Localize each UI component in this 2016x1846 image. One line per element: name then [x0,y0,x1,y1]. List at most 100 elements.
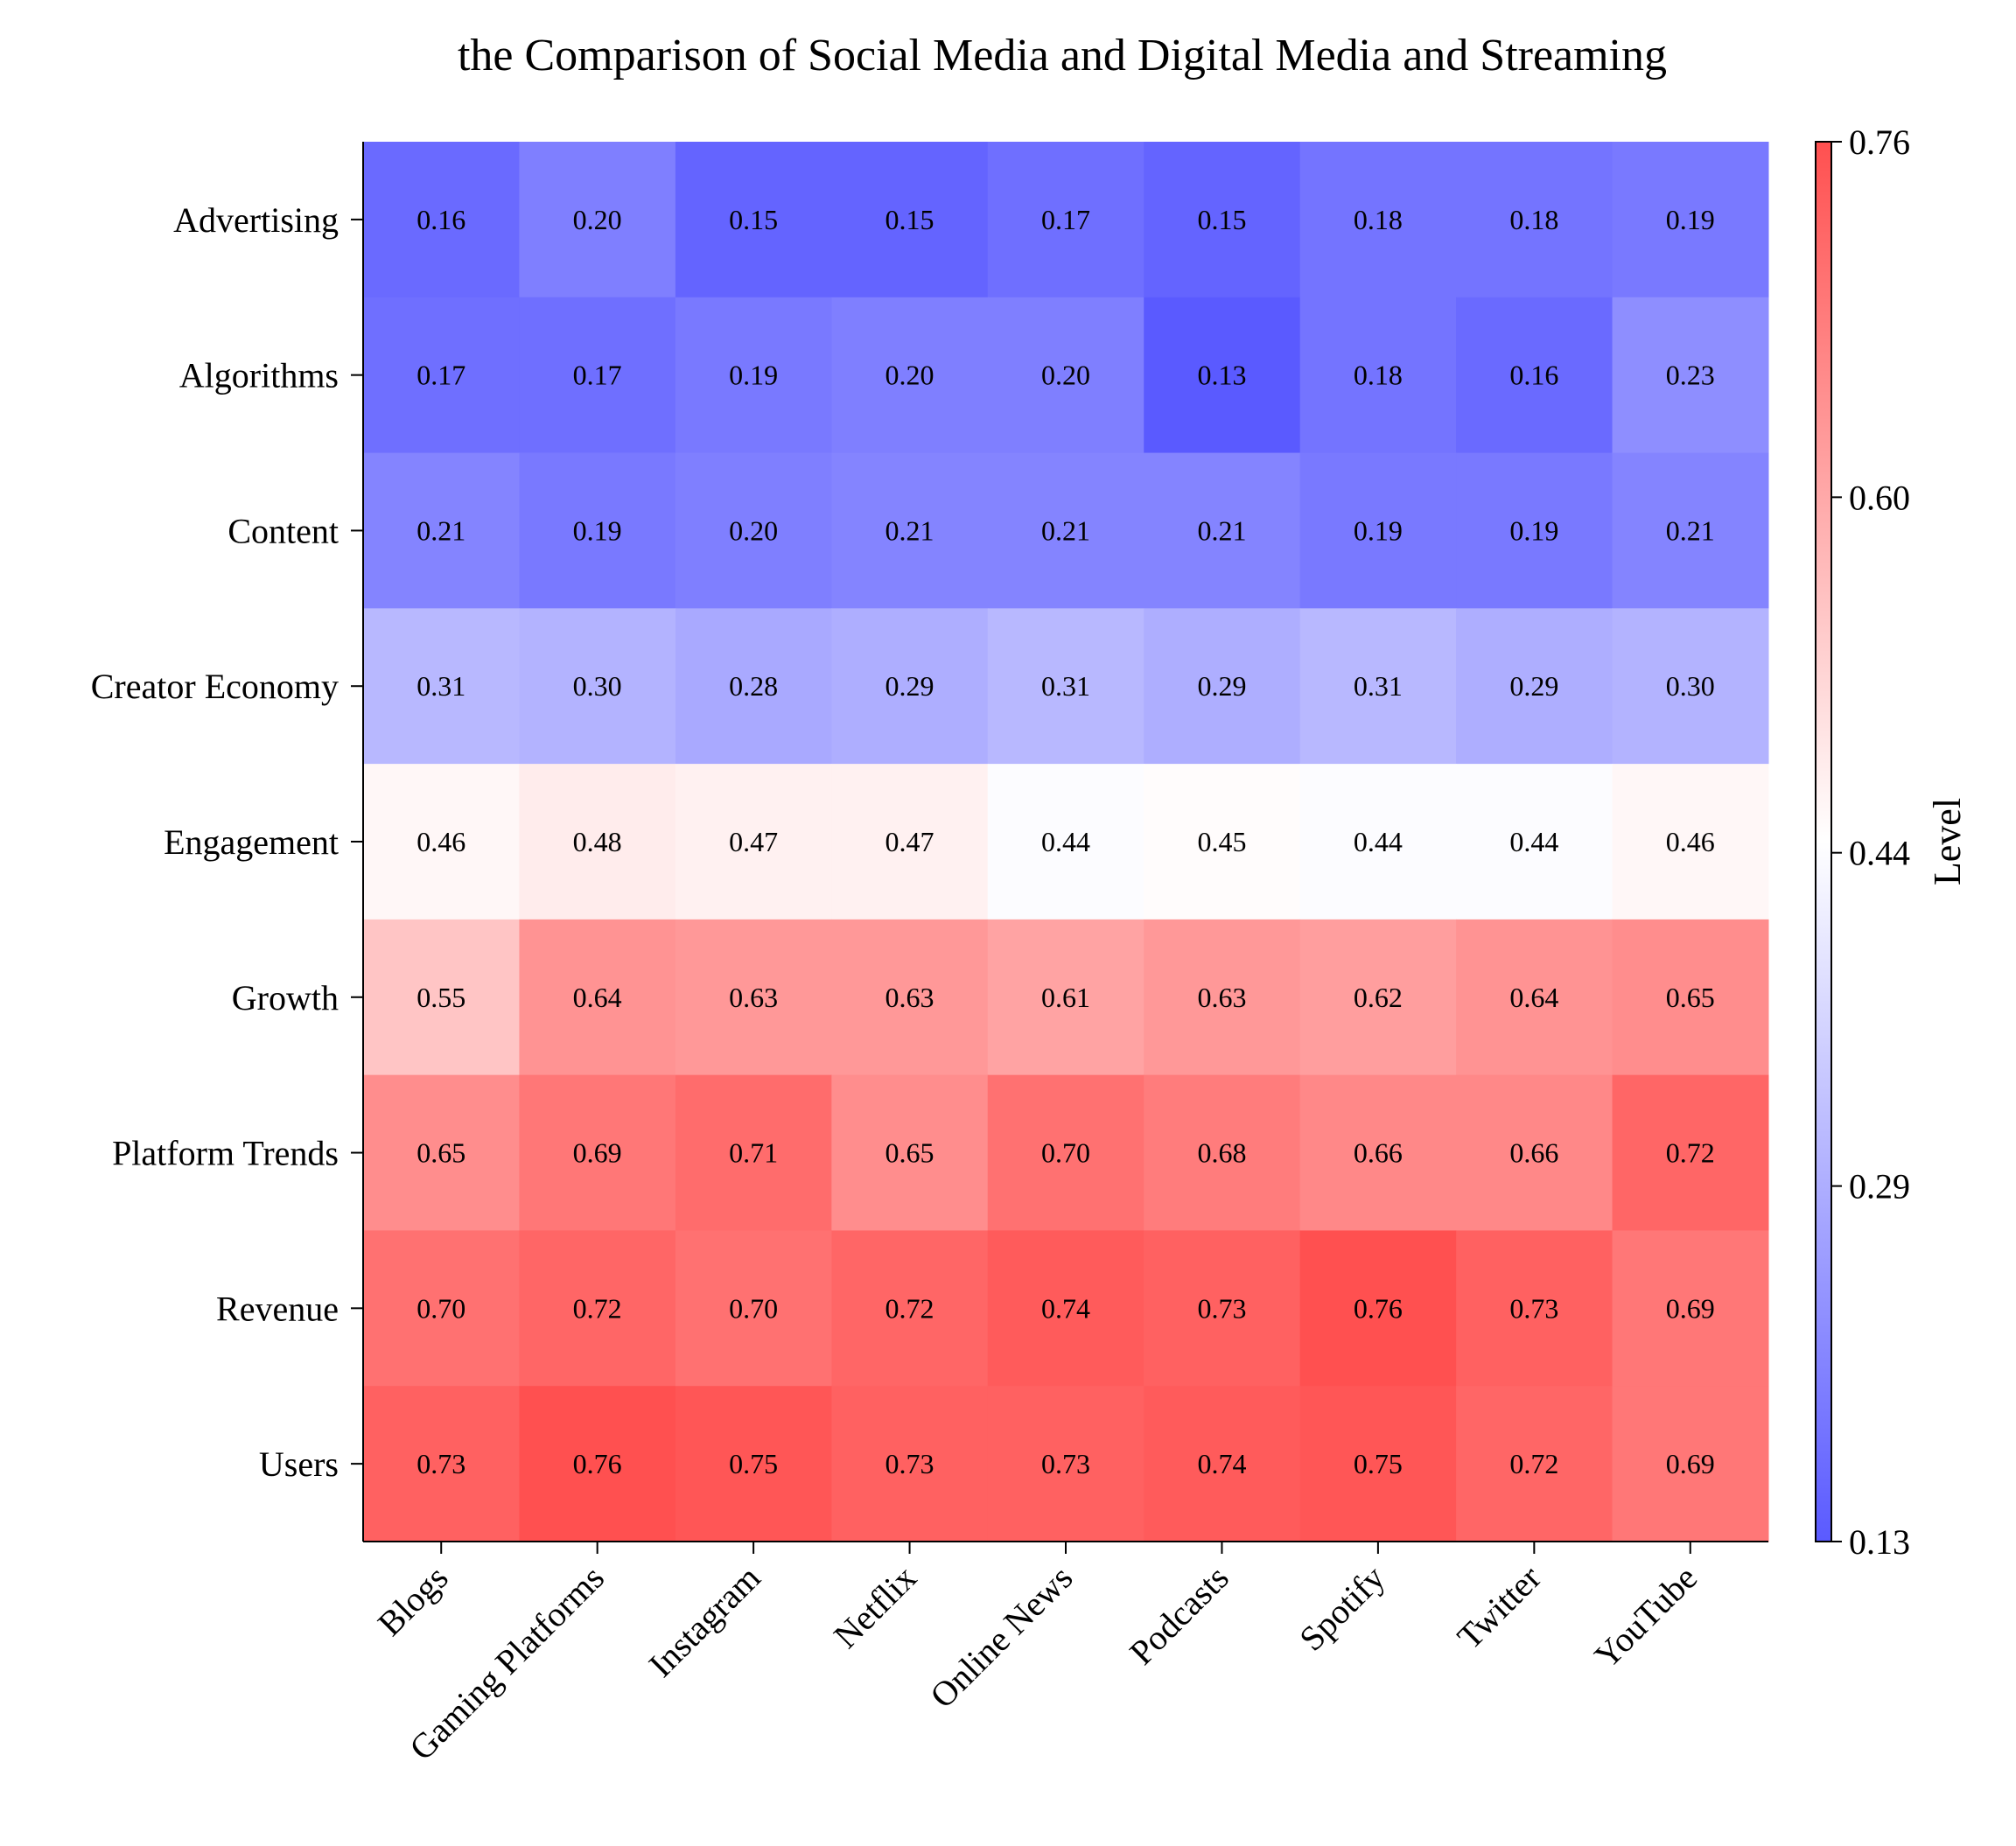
heatmap-cell [831,297,989,454]
cell-value-label: 0.76 [573,1448,622,1479]
cell-value-label: 0.47 [729,826,778,857]
heatmap-cell [1299,1074,1457,1231]
cell-value-label: 0.73 [1509,1292,1558,1324]
cell-value-label: 0.63 [1197,982,1246,1013]
heatmap-cell [831,452,989,609]
heatmap-cell [1144,919,1301,1076]
cell-value-label: 0.16 [1509,360,1558,391]
cell-value-label: 0.31 [416,670,466,702]
heatmap-cell [1456,1386,1614,1542]
cell-value-label: 0.30 [1666,670,1715,702]
cell-value-label: 0.20 [886,360,934,391]
cell-value-label: 0.70 [416,1292,466,1324]
heatmap-cell [831,1230,989,1387]
heatmap-cell [675,297,832,454]
cell-value-label: 0.74 [1197,1448,1246,1479]
cell-value-label: 0.15 [729,204,778,235]
heatmap-cell [675,1074,832,1231]
cell-value-label: 0.70 [729,1292,778,1324]
heatmap-cell [987,1074,1144,1231]
y-tick-label: Content [228,511,339,550]
colorbar-label: Level [1926,798,1969,885]
cell-value-label: 0.70 [1041,1137,1090,1169]
heatmap-cell [1144,1386,1301,1542]
cell-value-label: 0.44 [1041,826,1090,857]
heatmap-cell [831,1386,989,1542]
cell-value-label: 0.69 [1666,1448,1715,1479]
heatmap-cell [1299,764,1457,920]
heatmap-cell [1456,452,1614,609]
heatmap-cell [1144,297,1301,454]
cell-value-label: 0.65 [1666,982,1715,1013]
y-tick-label: Engagement [164,822,339,862]
heatmap-cells [363,142,1769,1542]
cell-value-label: 0.20 [573,204,622,235]
heatmap-cell [675,142,832,298]
heatmap-cell [519,764,676,920]
heatmap-cell [1144,142,1301,298]
heatmap-cell [831,764,989,920]
cell-value-label: 0.20 [1041,360,1090,391]
cell-value-label: 0.65 [416,1137,466,1169]
heatmap-cell [1144,1230,1301,1387]
y-tick-label: Algorithms [179,356,339,395]
heatmap-cell [987,764,1144,920]
cell-value-label: 0.64 [1509,982,1558,1013]
heatmap-cell [363,452,520,609]
cell-value-label: 0.73 [416,1448,466,1479]
heatmap-cell [987,919,1144,1076]
cell-value-label: 0.21 [886,514,934,546]
heatmap-cell [831,1074,989,1231]
cell-value-label: 0.76 [1354,1292,1403,1324]
cell-value-label: 0.47 [886,826,934,857]
heatmap-cell [987,1230,1144,1387]
x-tick-label: Netflix [826,1558,924,1656]
cell-value-label: 0.75 [1354,1448,1403,1479]
heatmap-cell [363,764,520,920]
cell-value-label: 0.15 [886,204,934,235]
cell-value-label: 0.17 [573,360,622,391]
heatmap-cell [1612,1386,1769,1542]
heatmap-cell [1612,452,1769,609]
cell-value-label: 0.69 [573,1137,622,1169]
cell-value-label: 0.20 [729,514,778,546]
heatmap-cell [363,919,520,1076]
cell-value-label: 0.65 [886,1137,934,1169]
heatmap-cell [363,608,520,765]
colorbar-tick-label: 0.76 [1849,122,1910,162]
heatmap-cell-labels: 0.16 0.20 0.15 0.15 0.17 0.15 0.18 0.18 0.19 0.17… [416,204,1715,1479]
heatmap-cell [519,919,676,1076]
colorbar-tick-label: 0.44 [1849,834,1910,873]
cell-value-label: 0.16 [416,204,466,235]
heatmap-cell [1299,452,1457,609]
heatmap-cell [987,1386,1144,1542]
cell-value-label: 0.18 [1354,360,1403,391]
cell-value-label: 0.73 [886,1448,934,1479]
cell-value-label: 0.46 [1666,826,1715,857]
colorbar-tick-label: 0.13 [1849,1522,1910,1562]
heatmap-cell [987,142,1144,298]
heatmap-cell [1612,608,1769,765]
cell-value-label: 0.61 [1041,982,1090,1013]
cell-value-label: 0.66 [1354,1137,1403,1169]
heatmap-cell [1456,1230,1614,1387]
heatmap-cell [363,142,520,298]
heatmap-cell [675,1386,832,1542]
heatmap-cell [1299,1230,1457,1387]
cell-value-label: 0.66 [1509,1137,1558,1169]
cell-value-label: 0.68 [1197,1137,1246,1169]
cell-value-label: 0.17 [416,360,466,391]
cell-value-label: 0.63 [729,982,778,1013]
heatmap-cell [519,1230,676,1387]
heatmap-cell [1456,1074,1614,1231]
cell-value-label: 0.63 [886,982,934,1013]
cell-value-label: 0.71 [729,1137,778,1169]
x-tick-label: YouTube [1586,1558,1704,1676]
colorbar-ticks: 0.13 0.29 0.44 0.60 0.76 [1831,122,1910,1562]
cell-value-label: 0.29 [886,670,934,702]
heatmap-cell [675,1230,832,1387]
x-tick-label: Twitter [1450,1558,1549,1657]
cell-value-label: 0.19 [1354,514,1403,546]
y-tick-label: Growth [232,978,339,1017]
